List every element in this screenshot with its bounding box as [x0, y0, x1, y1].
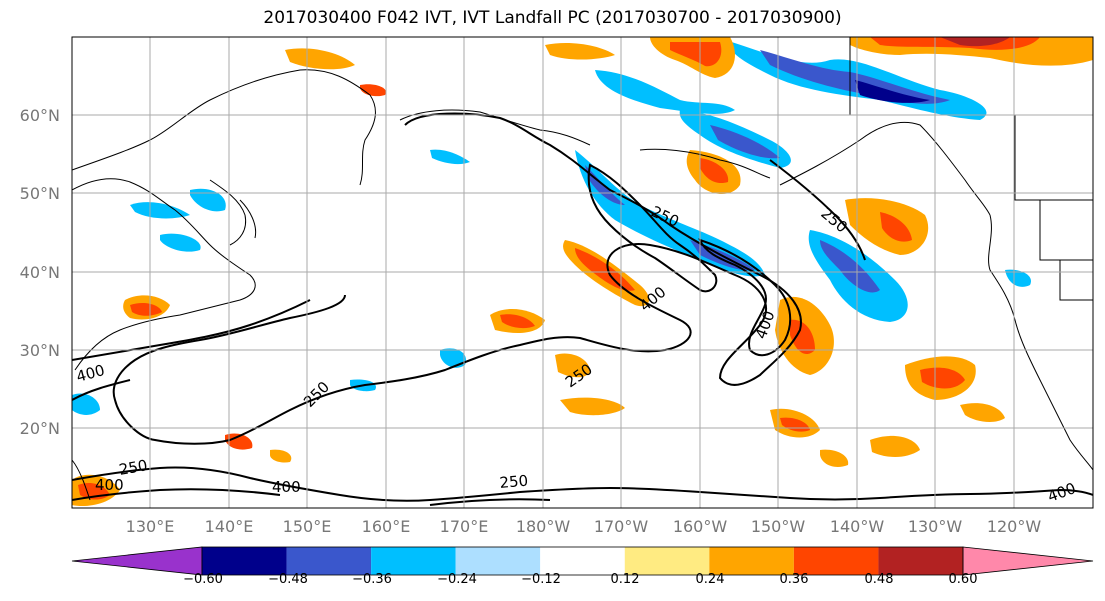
colorbar-segment	[793, 547, 879, 575]
lon-label: 140°W	[830, 517, 885, 536]
contour-label: 250	[499, 472, 529, 492]
ivt-contours	[72, 112, 1093, 506]
lat-label: 20°N	[20, 419, 60, 438]
colorbar-tick-label: −0.24	[437, 572, 477, 587]
lat-label: 50°N	[20, 184, 60, 203]
colorbar-segment	[71, 546, 203, 576]
colorbar-segment	[202, 547, 287, 575]
colorbar-tick-label: 0.60	[949, 572, 978, 587]
colorbar-tick-labels: −0.60 −0.48 −0.36 −0.24 −0.12 0.12 0.24 …	[183, 572, 977, 587]
colorbar-segment	[540, 547, 625, 575]
colorbar-tick-label: −0.36	[352, 572, 392, 587]
lon-label: 130°E	[126, 517, 175, 536]
colorbar	[71, 546, 1094, 576]
colorbar-segment	[624, 547, 710, 575]
map-frame	[71, 36, 1094, 509]
lon-label: 130°W	[908, 517, 963, 536]
longitude-labels: 130°E 140°E 150°E 160°E 170°E 180°W 170°…	[126, 517, 1042, 536]
contour-label: 400	[272, 478, 301, 496]
lon-label: 170°E	[440, 517, 489, 536]
contour-label: 400	[95, 476, 124, 494]
lon-label: 170°W	[594, 517, 649, 536]
colorbar-tick-label: 0.36	[780, 572, 809, 587]
colorbar-segment	[286, 547, 372, 575]
colorbar-tick-label: 0.24	[696, 572, 725, 587]
colorbar-tick-label: 0.12	[611, 572, 640, 587]
lon-label: 140°E	[205, 517, 254, 536]
colorbar-tick-label: −0.60	[183, 572, 223, 587]
latitude-labels: 60°N 50°N 40°N 30°N 20°N	[20, 106, 60, 438]
lat-label: 40°N	[20, 263, 60, 282]
lon-label: 160°W	[673, 517, 728, 536]
lon-label: 160°E	[362, 517, 411, 536]
colorbar-segment	[878, 547, 963, 575]
map-title: 2017030400 F042 IVT, IVT Landfall PC (20…	[263, 8, 842, 28]
lon-label: 150°E	[283, 517, 332, 536]
colorbar-segment	[709, 547, 794, 575]
colorbar-tick-label: −0.12	[521, 572, 561, 587]
colorbar-segment	[371, 547, 456, 575]
lon-label: 150°W	[751, 517, 806, 536]
lon-label: 120°W	[987, 517, 1042, 536]
colorbar-tick-label: −0.48	[268, 572, 308, 587]
lat-label: 30°N	[20, 341, 60, 360]
lon-label: 180°W	[516, 517, 571, 536]
colorbar-tick-label: 0.48	[865, 572, 894, 587]
colorbar-segment	[455, 547, 541, 575]
lat-label: 60°N	[20, 106, 60, 125]
colorbar-frame	[201, 546, 964, 576]
colorbar-segment	[962, 546, 1094, 576]
contour-label: 250	[118, 456, 149, 479]
graticule	[72, 37, 1093, 508]
